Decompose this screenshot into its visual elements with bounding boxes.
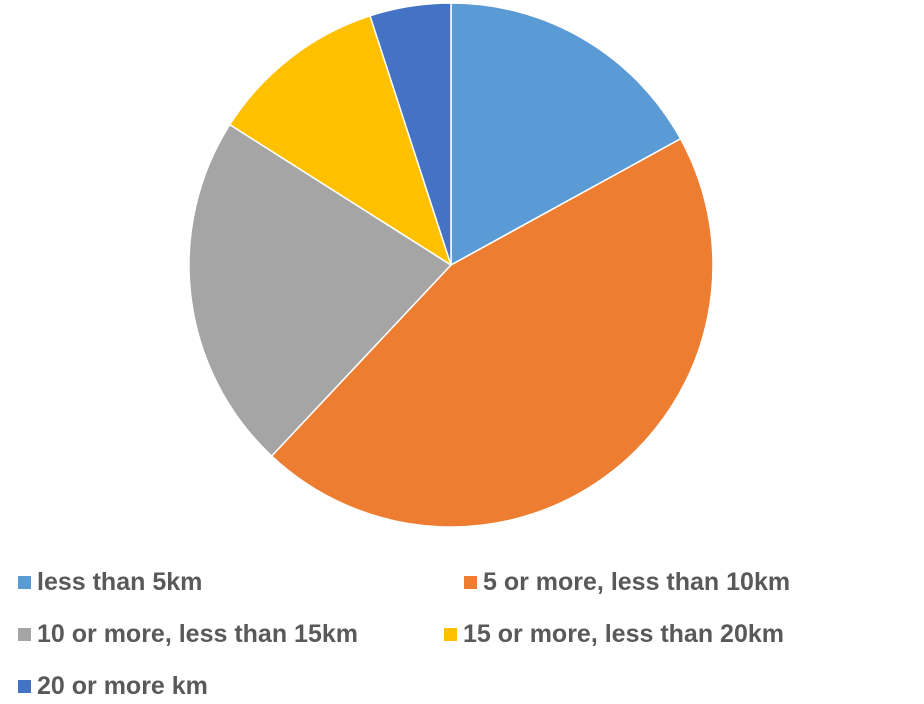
legend-swatch <box>18 575 31 589</box>
legend-item-15-to-20km: 15 or more, less than 20km <box>444 616 784 652</box>
pie-chart <box>188 2 714 528</box>
legend-label: 10 or more, less than 15km <box>37 620 358 648</box>
legend-swatch <box>18 627 31 641</box>
pie-slices <box>188 2 714 528</box>
legend-item-less-than-5km: less than 5km <box>18 564 202 600</box>
legend-item-10-to-15km: 10 or more, less than 15km <box>18 616 358 652</box>
legend-item-20-or-more-km: 20 or more km <box>18 668 208 704</box>
pie-slice-1 <box>450 2 682 266</box>
legend-swatch <box>18 679 31 693</box>
chart-legend: less than 5km 5 or more, less than 10km … <box>18 560 918 700</box>
legend-swatch <box>444 627 457 641</box>
pie-slice-3 <box>188 123 452 457</box>
legend-label: 20 or more km <box>37 672 208 700</box>
legend-swatch <box>464 575 477 589</box>
pie-slice-2 <box>270 138 714 528</box>
legend-item-5-to-10km: 5 or more, less than 10km <box>464 564 790 600</box>
legend-label: 15 or more, less than 20km <box>463 620 784 648</box>
legend-label: 5 or more, less than 10km <box>483 568 791 596</box>
pie-slice-5 <box>369 2 452 266</box>
legend-label: less than 5km <box>37 568 203 596</box>
pie-slice-4 <box>229 15 452 266</box>
